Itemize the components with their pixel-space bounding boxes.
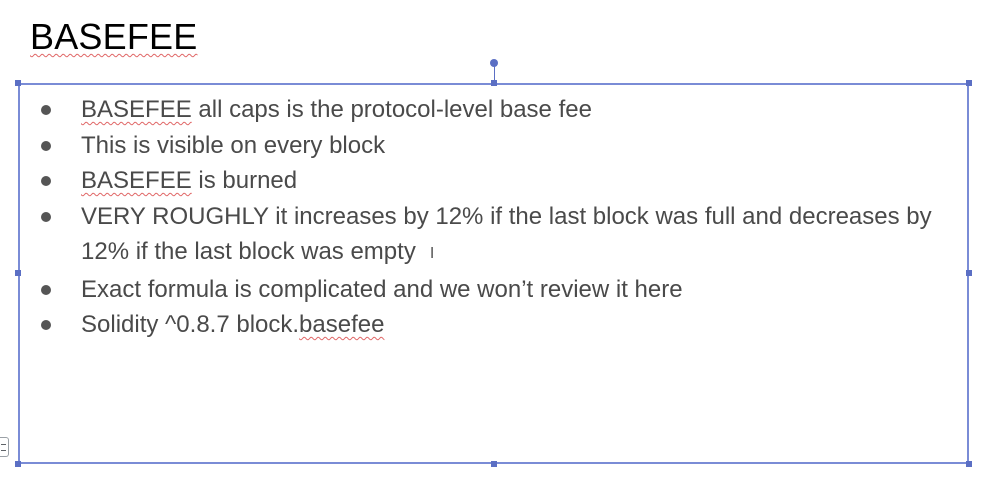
bullet-dot (41, 284, 51, 295)
list-item[interactable]: BASEFEE all caps is the protocol-level b… (39, 92, 964, 128)
spellcheck-word[interactable]: basefee (299, 311, 385, 338)
bullet-text: VERY ROUGHLY it increases by 12% if the … (81, 202, 932, 266)
bullet-dot (41, 140, 51, 151)
bullet-list[interactable]: BASEFEE all caps is the protocol-level b… (39, 92, 964, 343)
bullet-text: all caps is the protocol-level base fee (191, 96, 592, 123)
resize-handle-middle-left[interactable] (15, 270, 21, 276)
slide-title[interactable]: BASEFEE (30, 16, 198, 57)
bullet-text: This is visible on every block (81, 131, 386, 159)
bullet-dot (41, 105, 51, 115)
rotate-handle[interactable] (490, 59, 498, 67)
spellcheck-word[interactable]: BASEFEE (81, 167, 192, 194)
bullet-dot (41, 211, 51, 222)
list-item[interactable]: BASEFEE is burned (39, 163, 964, 199)
rotate-handle-stem (494, 65, 495, 83)
resize-handle-bottom-center[interactable] (491, 461, 497, 467)
list-item[interactable]: VERY ROUGHLY it increases by 12% if the … (39, 199, 964, 272)
bullet-dot (41, 176, 51, 186)
resize-handle-middle-right[interactable] (966, 270, 972, 276)
spellcheck-word[interactable]: BASEFEE (81, 96, 192, 123)
bullet-text: Exact formula is complicated and we won’… (81, 275, 683, 303)
resize-handle-top-left[interactable] (15, 80, 21, 86)
resize-handle-top-center[interactable] (491, 80, 497, 86)
resize-handle-top-right[interactable] (966, 80, 972, 86)
side-panel-tab[interactable] (0, 437, 9, 457)
list-item[interactable]: Exact formula is complicated and we won’… (39, 272, 964, 308)
list-item[interactable]: Solidity ^0.8.7 block.basefee (39, 307, 964, 343)
bullet-text: is burned (191, 167, 298, 194)
list-item[interactable]: This is visible on every block (39, 128, 964, 164)
resize-handle-bottom-left[interactable] (15, 461, 21, 467)
lines-tab-icon (1, 444, 6, 451)
i-beam-cursor-icon: I (429, 245, 435, 262)
resize-handle-bottom-right[interactable] (966, 461, 972, 467)
bullet-dot (41, 320, 51, 330)
bullet-text: Solidity ^0.8.7 block. (81, 311, 300, 338)
